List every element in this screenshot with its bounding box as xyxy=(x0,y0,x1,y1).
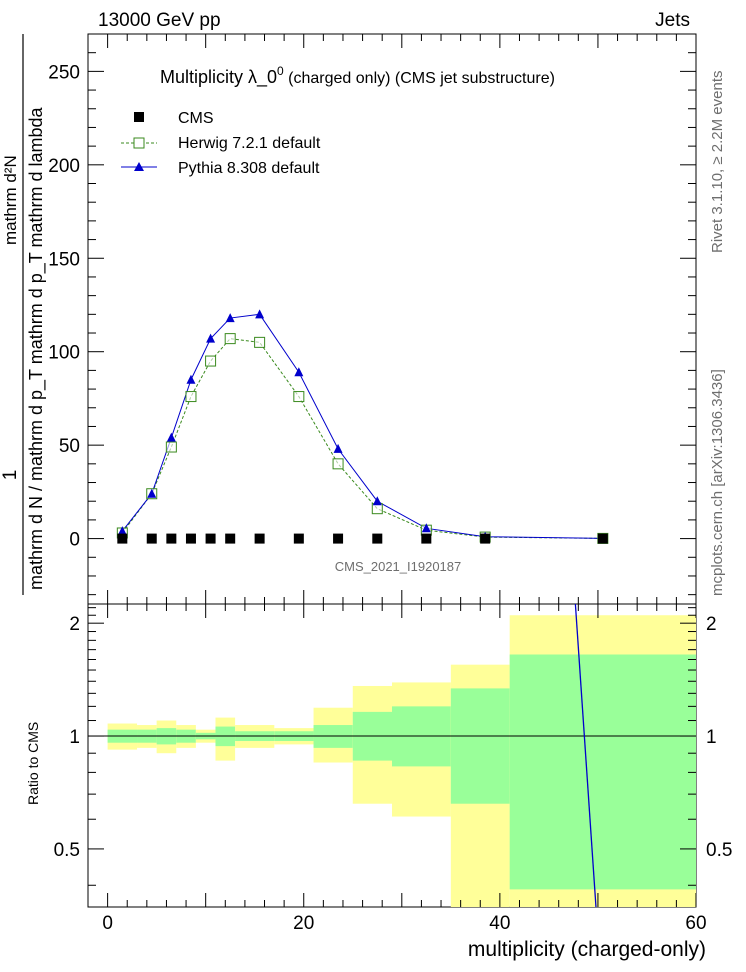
title-sup: 0 xyxy=(277,64,284,78)
cms-point xyxy=(117,533,128,544)
pythia-point xyxy=(206,333,216,343)
legend-herwig-label: Herwig 7.2.1 default xyxy=(178,135,321,152)
pythia-line xyxy=(121,313,603,539)
x-tick-label: 0 xyxy=(102,913,113,934)
cms-point xyxy=(205,533,216,544)
ratio-y-tick-label-right: 0.5 xyxy=(706,840,732,861)
herwig-point xyxy=(293,391,305,403)
cms-point xyxy=(146,533,157,544)
header-right: Jets xyxy=(655,10,690,31)
pythia-point xyxy=(225,313,235,323)
herwig-point xyxy=(165,441,177,453)
x-tick-label: 60 xyxy=(685,913,706,934)
pythia-point xyxy=(294,367,304,377)
mcplots-label: mcplots.cern.ch [arXiv:1306.3436] xyxy=(709,369,726,596)
legend-pythia-marker xyxy=(134,162,144,171)
y-label-num: 1 xyxy=(0,470,21,481)
ratio-band-green xyxy=(509,654,696,890)
ratio-y-tick-label-right: 1 xyxy=(706,727,717,748)
series-layer xyxy=(116,309,609,908)
y-tick-label: 200 xyxy=(48,156,80,177)
cms-point xyxy=(166,533,177,544)
x-axis-label: multiplicity (charged-only) xyxy=(468,938,706,961)
ratio-band-green xyxy=(450,688,510,804)
y-tick-label: 250 xyxy=(48,62,80,83)
cms-point xyxy=(597,533,608,544)
ratio-y-label: Ratio to CMS xyxy=(25,722,41,805)
cms-point xyxy=(185,533,196,544)
ratio-pythia-line xyxy=(574,603,597,908)
legend-herwig-marker xyxy=(133,137,145,149)
header-left: 13000 GeV pp xyxy=(98,10,221,31)
pythia-point xyxy=(147,488,157,498)
y-label-top: mathrm d²N xyxy=(1,155,20,245)
pythia-point xyxy=(372,496,382,506)
cms-point xyxy=(372,533,383,544)
ratio-bands xyxy=(88,615,696,907)
cms-point xyxy=(225,533,236,544)
y-tick-label: 50 xyxy=(59,436,80,457)
pythia-point xyxy=(166,432,176,442)
legend-cms-label: CMS xyxy=(178,110,214,127)
y-tick-label: 0 xyxy=(69,530,80,551)
herwig-line xyxy=(121,338,603,539)
ratio-y-tick-label: 2 xyxy=(69,614,80,635)
plot-title: Multiplicity λ_00 (charged only) (CMS je… xyxy=(160,64,555,88)
herwig-point xyxy=(224,333,236,345)
pythia-point xyxy=(255,309,265,319)
ratio-y-tick-label: 0.5 xyxy=(54,840,80,861)
y-tick-label: 150 xyxy=(48,249,80,270)
pythia-point xyxy=(117,526,127,536)
cms-point xyxy=(293,533,304,544)
ratio-y-tick-label-right: 2 xyxy=(706,614,717,635)
x-tick-label: 20 xyxy=(293,913,314,934)
cms-point xyxy=(333,533,344,544)
main-ticks: 0 50 100 150 200 250 xyxy=(48,33,697,604)
legend-cms-marker xyxy=(134,112,144,122)
rivet-label: Rivet 3.1.10, ≥ 2.2M events xyxy=(709,71,726,254)
pythia-point xyxy=(333,443,343,453)
y-tick-label: 100 xyxy=(48,343,80,364)
ratio-y-tick-label: 1 xyxy=(69,727,80,748)
y-axis-label: 1 mathrm d N / mathrm d p_T mathrm d p_T… xyxy=(0,34,47,595)
pythia-point xyxy=(421,523,431,533)
herwig-point xyxy=(332,458,344,470)
cms-point xyxy=(480,533,491,544)
cms-point xyxy=(254,533,265,544)
title-main: Multiplicity λ_0 xyxy=(160,67,277,88)
ratio-ticks: 0 20 40 60 0.5 1 2 0.5 1 2 xyxy=(54,604,732,934)
pythia-point xyxy=(186,374,196,384)
legend: CMS Herwig 7.2.1 default Pythia 8.308 de… xyxy=(121,110,321,177)
watermark: CMS_2021_I1920187 xyxy=(335,559,462,574)
herwig-point xyxy=(185,391,197,403)
y-label-den: mathrm d N / mathrm d p_T mathrm d p_T m… xyxy=(26,107,47,590)
herwig-point xyxy=(254,336,266,348)
x-tick-label: 40 xyxy=(489,913,510,934)
herwig-point xyxy=(205,355,217,367)
cms-point xyxy=(421,533,432,544)
legend-pythia-label: Pythia 8.308 default xyxy=(178,160,320,177)
title-rest: (charged only) (CMS jet substructure) xyxy=(284,70,555,87)
